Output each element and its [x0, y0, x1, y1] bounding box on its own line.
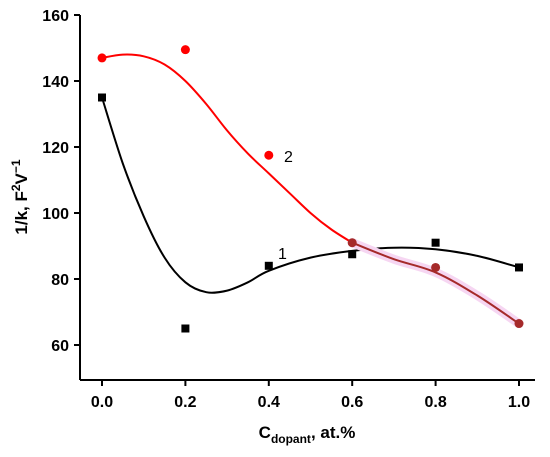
series-2-point	[347, 238, 357, 248]
x-tick-label: 0.2	[174, 394, 196, 411]
x-axis-title: Cdopant, at.%	[259, 423, 356, 446]
series-2-point	[514, 319, 524, 329]
y-tick-label: 140	[42, 74, 69, 91]
x-tick-label: 0.0	[91, 394, 113, 411]
y-axis-title-main: 1/k, F	[12, 191, 31, 234]
fit-curves	[101, 53, 524, 329]
data-markers	[97, 45, 524, 333]
series-1-point	[515, 263, 523, 272]
series-2-curve-upper	[101, 53, 353, 244]
y-tick-label: 160	[42, 8, 69, 25]
series-2-curve-lower	[351, 241, 520, 325]
y-tick-label: 100	[42, 206, 69, 223]
y-tick-label: 80	[51, 272, 69, 289]
series-2-point	[431, 262, 441, 272]
y-axis-title: 1/k, F2V−1	[9, 159, 31, 235]
series-1-point	[98, 93, 106, 102]
series-1-curve	[101, 97, 520, 294]
series-1-point	[181, 324, 190, 333]
x-axis-title-main: C	[259, 423, 271, 442]
x-tick-label: 0.4	[258, 394, 280, 411]
series-2-point	[264, 150, 274, 160]
series-1-point	[264, 261, 273, 270]
x-tick-label: 0.8	[424, 394, 446, 411]
y-tick-label: 60	[51, 338, 69, 355]
y-tick-label: 120	[42, 140, 69, 157]
x-axis-title-sub: dopant	[271, 432, 311, 446]
series-1-point	[348, 250, 357, 259]
y-axis-title-mid: V	[12, 172, 31, 184]
y-axis-title-sup1: 2	[9, 184, 23, 191]
axes	[79, 15, 535, 381]
x-tick-label: 0.6	[341, 394, 363, 411]
x-tick-label: 1.0	[508, 394, 530, 411]
series-1-point	[431, 238, 440, 247]
series-2-point	[97, 53, 107, 63]
series-2-label: 2	[284, 149, 293, 166]
x-axis-title-rest: , at.%	[311, 423, 355, 442]
x-ticks: 0.0 0.2 0.4 0.6 0.8 1.0	[91, 380, 530, 411]
series-2-point	[180, 45, 190, 55]
series-1-label: 1	[278, 246, 287, 263]
series-2-curve-highlight	[347, 238, 524, 329]
y-axis-title-sup2: −1	[9, 159, 23, 173]
y-ticks: 60 80 100 120 140 160	[42, 8, 80, 355]
